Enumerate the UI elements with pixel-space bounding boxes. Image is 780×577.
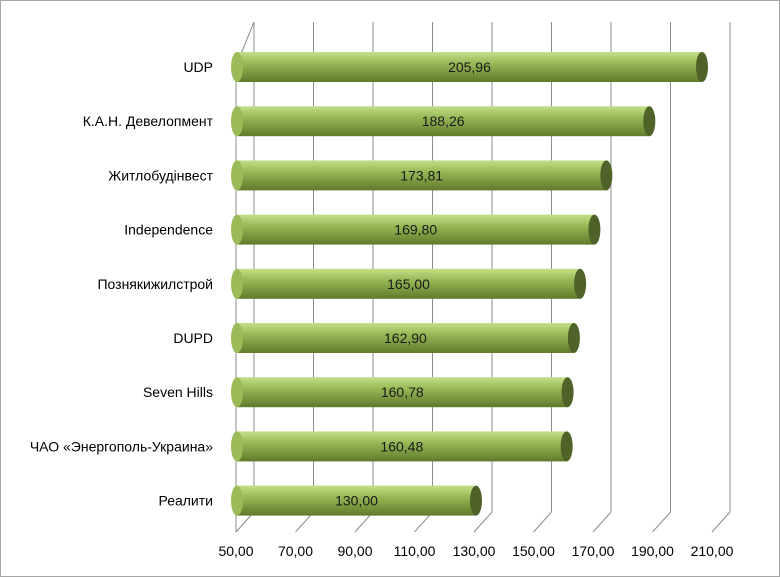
- category-label: Реалити: [158, 493, 213, 509]
- data-label: 165,00: [387, 276, 430, 292]
- category-label: ЧАО «Энергополь-Украина»: [30, 438, 213, 454]
- bar-start-cap: [231, 377, 243, 408]
- category-label: Seven Hills: [143, 384, 213, 400]
- data-label: 188,26: [422, 113, 465, 129]
- data-label: 205,96: [448, 59, 491, 75]
- bar: [237, 52, 702, 82]
- data-label: 160,48: [380, 438, 423, 454]
- labels: 50,00 70,00 90,00 110,00 130,00 150,00 170,00 1…: [30, 59, 734, 559]
- x-tick-label: 190,00: [631, 543, 674, 559]
- bar: [237, 268, 581, 299]
- data-label: 130,00: [335, 493, 378, 509]
- bar-start-cap: [231, 323, 243, 353]
- bar: [237, 323, 574, 353]
- bar-start-cap: [231, 268, 243, 299]
- bar-end-cap: [574, 268, 587, 299]
- gridline-floor: [473, 511, 493, 533]
- category-label: UDP: [183, 59, 213, 75]
- category-label: Познякижилстрой: [97, 276, 213, 292]
- bar-end-cap: [567, 323, 580, 353]
- bar: [237, 431, 567, 462]
- bar: [237, 485, 476, 516]
- bars: [231, 52, 708, 516]
- category-label: К.А.Н. Девелопмент: [83, 113, 214, 129]
- bar-start-cap: [231, 485, 243, 516]
- category-label: DUPD: [173, 330, 213, 346]
- bar: [237, 160, 607, 191]
- bar-start-cap: [231, 214, 243, 245]
- bar-start-cap: [231, 52, 243, 82]
- bar: [237, 106, 650, 137]
- x-tick-label: 50,00: [218, 543, 253, 559]
- x-tick-label: 110,00: [394, 543, 436, 559]
- category-label: Житлобудінвест: [108, 167, 213, 183]
- x-tick-label: 150,00: [512, 543, 555, 559]
- data-label: 169,80: [394, 222, 437, 238]
- bar-start-cap: [231, 160, 243, 191]
- data-label: 173,81: [400, 167, 443, 183]
- bar-end-cap: [470, 485, 482, 516]
- data-label: 162,90: [384, 330, 427, 346]
- bar: [237, 377, 568, 408]
- bar-end-cap: [560, 431, 573, 462]
- x-tick-label: 90,00: [337, 543, 372, 559]
- bar-start-cap: [231, 431, 243, 462]
- x-tick-label: 70,00: [278, 543, 313, 559]
- bar-end-cap: [695, 52, 708, 82]
- bar: [237, 214, 595, 245]
- gridline-floor: [652, 511, 671, 533]
- gridline-floor: [533, 511, 552, 533]
- bar-end-cap: [588, 214, 601, 245]
- bar-end-cap: [600, 160, 613, 191]
- x-tick-label: 130,00: [453, 543, 496, 559]
- x-tick-label: 170,00: [572, 543, 615, 559]
- category-label: Independence: [124, 222, 213, 238]
- gridline-floor: [592, 511, 612, 533]
- bar-end-cap: [643, 106, 656, 137]
- bar-start-cap: [231, 106, 243, 137]
- bar-end-cap: [561, 377, 574, 408]
- x-tick-label: 210,00: [691, 543, 734, 559]
- data-label: 160,78: [381, 384, 424, 400]
- gridline-floor: [711, 511, 731, 533]
